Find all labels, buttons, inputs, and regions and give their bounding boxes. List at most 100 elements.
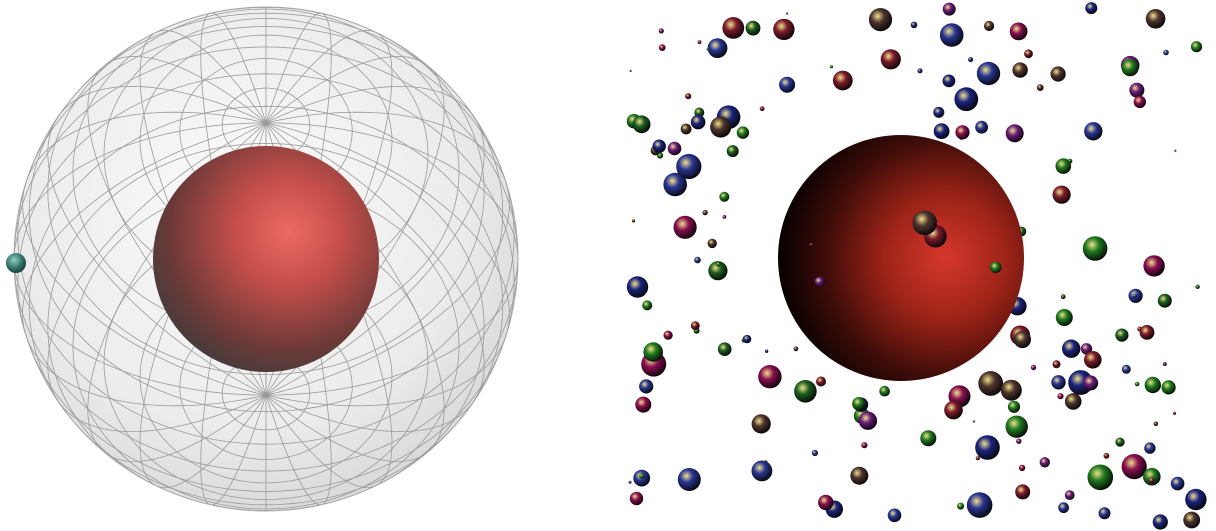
particle xyxy=(1132,293,1137,298)
particle xyxy=(1000,379,1022,401)
particle xyxy=(628,480,632,484)
particle xyxy=(939,23,964,47)
particle xyxy=(887,508,902,523)
particle xyxy=(1083,375,1099,391)
particle xyxy=(879,385,890,397)
particle xyxy=(764,349,769,353)
particle xyxy=(1005,124,1024,143)
particle xyxy=(1134,381,1140,387)
particle xyxy=(968,57,974,63)
particle xyxy=(942,74,956,88)
particle xyxy=(814,276,825,287)
particle xyxy=(1174,149,1177,152)
particle xyxy=(1015,484,1031,500)
particle xyxy=(955,125,970,140)
longitude-line xyxy=(265,122,485,433)
particle xyxy=(643,342,663,362)
particle xyxy=(779,76,796,93)
particle xyxy=(917,68,923,74)
particle xyxy=(716,262,721,267)
particle xyxy=(912,210,937,236)
particle xyxy=(1064,490,1075,500)
particle xyxy=(829,65,833,69)
particle xyxy=(1051,375,1066,390)
particle xyxy=(736,126,750,139)
particle xyxy=(816,376,826,387)
foreground-particle-cloud xyxy=(809,210,1002,287)
particle xyxy=(758,365,782,389)
particle xyxy=(1062,339,1081,358)
particle xyxy=(1082,236,1108,261)
particle xyxy=(858,411,878,430)
longitude-line xyxy=(47,85,267,396)
particle xyxy=(984,20,995,32)
particle xyxy=(1133,95,1146,109)
particle xyxy=(852,397,866,411)
particle xyxy=(1055,158,1072,174)
particle xyxy=(1144,442,1156,454)
particle xyxy=(1060,294,1066,300)
particle xyxy=(1013,330,1031,349)
particle xyxy=(1018,464,1026,472)
particle xyxy=(1143,467,1161,486)
particle xyxy=(1121,364,1131,374)
particle xyxy=(933,123,950,140)
particle xyxy=(690,321,700,330)
particle xyxy=(1152,514,1168,530)
particle xyxy=(1050,66,1066,82)
longitude-line xyxy=(265,122,518,396)
particle xyxy=(933,106,945,118)
particle xyxy=(1163,49,1169,56)
particle xyxy=(1115,328,1129,342)
particle xyxy=(690,114,706,130)
particle xyxy=(1121,454,1147,480)
particle xyxy=(663,172,687,197)
particle xyxy=(990,261,1002,274)
particle xyxy=(793,346,799,352)
particle xyxy=(726,145,739,158)
particle xyxy=(639,379,654,394)
particle xyxy=(1064,393,1082,410)
particle xyxy=(972,420,976,423)
particle xyxy=(1139,325,1155,340)
particle xyxy=(1030,364,1037,371)
particle xyxy=(1036,84,1044,91)
particle xyxy=(759,106,765,112)
particle xyxy=(978,371,1004,396)
particle xyxy=(1103,452,1110,459)
particle xyxy=(773,18,795,41)
particle xyxy=(920,430,937,447)
particle xyxy=(944,400,963,420)
particle xyxy=(1055,309,1073,326)
particle xyxy=(1007,400,1021,413)
particle xyxy=(1148,477,1155,484)
particle xyxy=(626,276,649,298)
particle xyxy=(673,215,697,239)
particle xyxy=(1080,343,1093,355)
longitude-line xyxy=(265,122,510,407)
longitude-line xyxy=(265,111,510,396)
particle xyxy=(1084,122,1103,141)
particle xyxy=(663,330,673,340)
particle xyxy=(809,242,813,247)
particle xyxy=(1185,488,1207,511)
longitude-line xyxy=(47,122,267,433)
particle xyxy=(1024,49,1033,59)
particle xyxy=(1087,464,1114,491)
particle xyxy=(975,435,1000,460)
particle xyxy=(1170,476,1185,491)
particle xyxy=(1145,8,1166,29)
particle xyxy=(1016,438,1022,444)
particle xyxy=(1162,362,1167,366)
particle xyxy=(639,473,645,479)
particle xyxy=(631,219,636,223)
particle xyxy=(1161,380,1176,395)
particle xyxy=(717,342,732,357)
particle xyxy=(667,141,682,156)
particle xyxy=(652,139,666,153)
surface-particle xyxy=(6,253,26,273)
particle xyxy=(658,44,666,51)
particle xyxy=(1153,421,1159,427)
particle xyxy=(629,69,632,72)
longitude-line xyxy=(22,111,267,396)
